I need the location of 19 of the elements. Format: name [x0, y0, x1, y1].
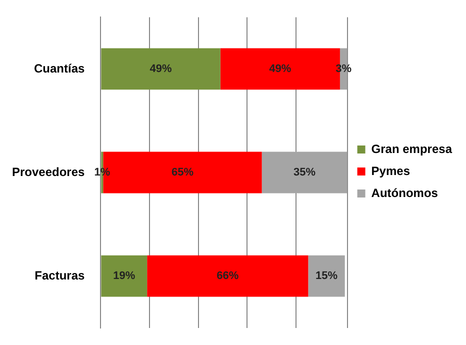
bar — [101, 255, 148, 297]
legend-label: Pymes — [371, 164, 410, 178]
data-label: 49% — [150, 63, 172, 75]
data-label: 1% — [94, 166, 110, 179]
data-label: 49% — [269, 63, 292, 75]
y-tick-label: Cuantías — [34, 61, 86, 76]
y-tick-label: Proveedores — [12, 164, 86, 179]
y-tick-label: Facturas — [34, 268, 86, 282]
bar — [147, 255, 308, 297]
data-label: 65% — [171, 166, 194, 179]
legend-label: Autónomos — [371, 186, 438, 200]
bar — [308, 255, 345, 297]
data-label: 19% — [113, 270, 136, 282]
data-label: 66% — [216, 270, 239, 282]
legend-label: Gran empresa — [371, 142, 452, 156]
data-label: 15% — [316, 270, 338, 282]
bar — [101, 48, 220, 90]
bar — [262, 152, 348, 194]
data-label: 35% — [294, 166, 316, 179]
